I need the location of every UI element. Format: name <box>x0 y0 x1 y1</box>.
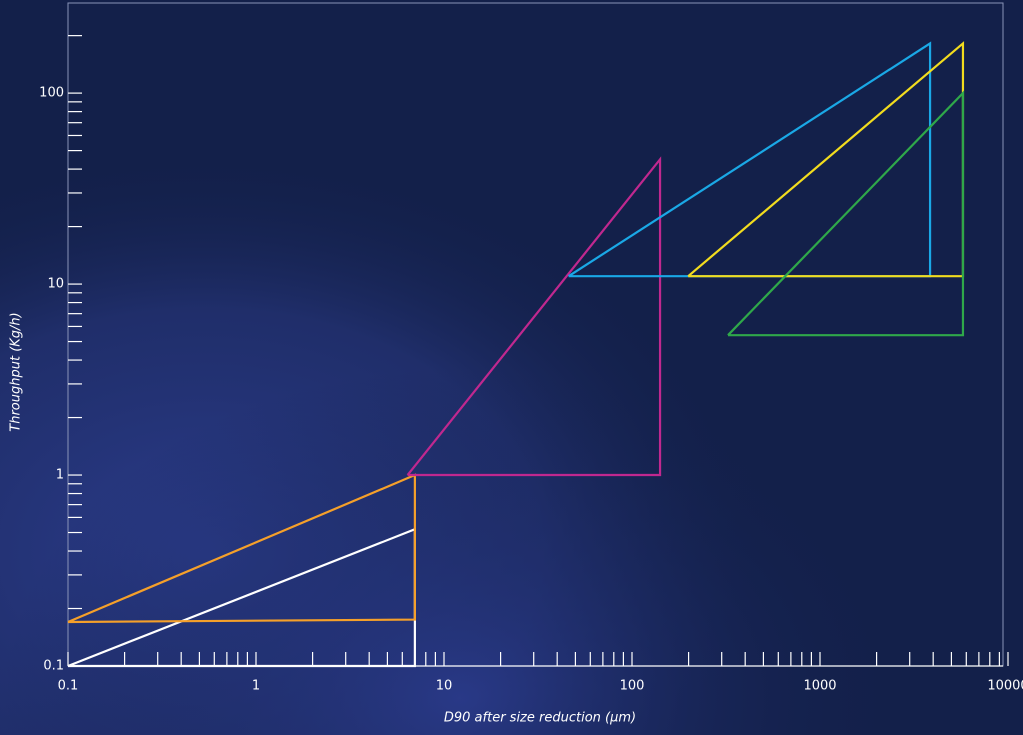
x-tick-label: 10000 <box>987 679 1023 694</box>
y-tick-label: 100 <box>39 86 64 101</box>
y-axis-label: Throughput (Kg/h) <box>9 312 24 431</box>
x-tick-label: 1 <box>252 679 260 694</box>
x-tick-label: 10 <box>436 679 453 694</box>
y-tick-label: 10 <box>47 277 64 292</box>
range-outline <box>727 90 965 337</box>
x-axis-label: D90 after size reduction (μm) <box>444 711 636 726</box>
x-tick-label: 1000 <box>803 679 836 694</box>
y-tick-label: 0.1 <box>43 659 64 674</box>
x-tick-label: 100 <box>620 679 645 694</box>
range-outline <box>67 473 416 624</box>
range-outline <box>406 156 662 477</box>
y-tick-label: 1 <box>56 468 64 483</box>
x-tick-label: 0.1 <box>58 679 79 694</box>
